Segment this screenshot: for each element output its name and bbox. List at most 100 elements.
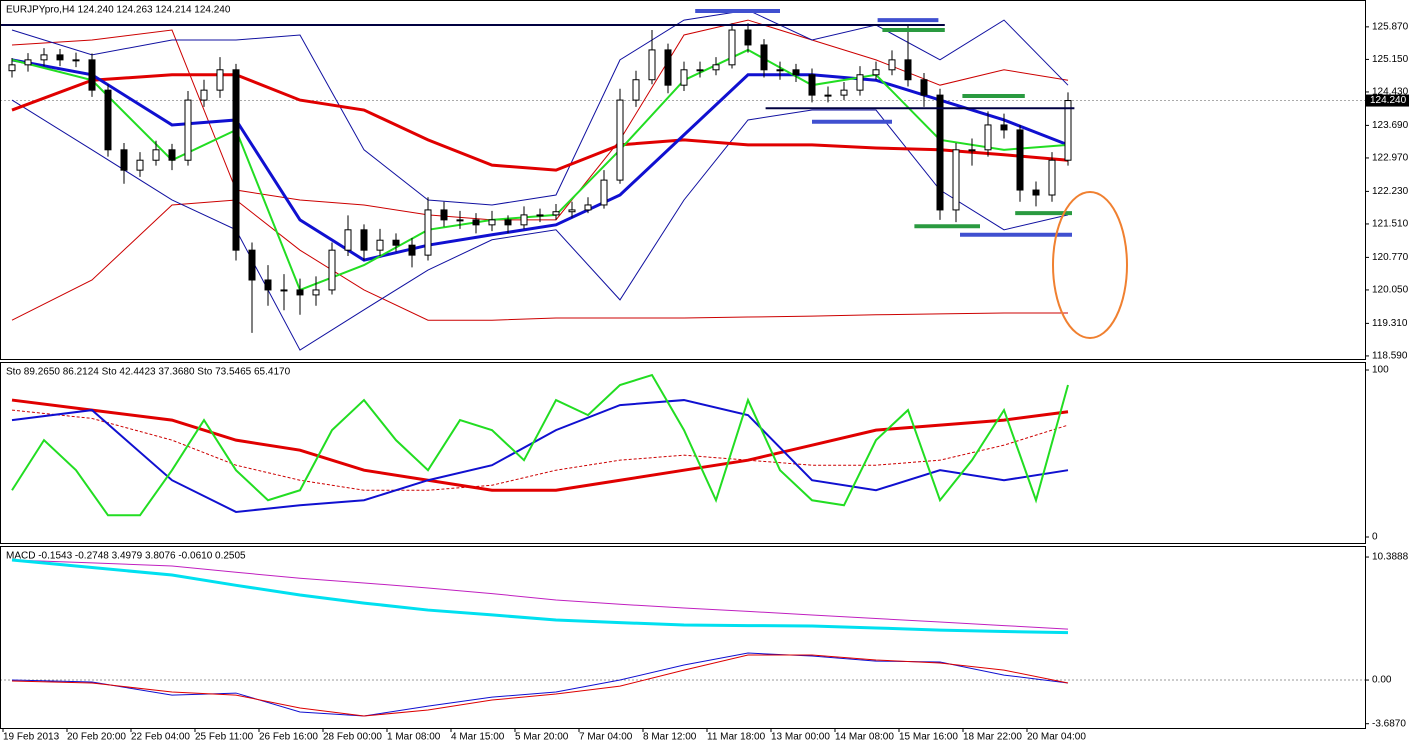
indicator-line [11,19,1069,221]
x-tick-label: 13 Mar 00:00 [771,732,830,743]
candle-body [424,209,432,256]
candle-body [712,64,720,71]
indicator-line [11,373,1069,517]
candle-body [920,79,928,96]
candle-body [232,69,240,251]
candle-body [1032,189,1040,196]
candle-body [568,209,576,213]
candle-body [72,59,80,62]
x-tick-label: 19 Feb 2013 [3,732,60,743]
candle-body [280,289,288,292]
current-price-label: 124.240 [1370,95,1407,106]
axes: 125.870 125.150 124.430 123.690 122.970 122.2… [2,22,1409,743]
candle-body [600,179,608,206]
candle-body [40,54,48,61]
price-header: EURJPYpro,H4 124.240 124.263 124.214 124… [6,5,231,16]
candle-body [872,69,880,76]
stochastic-plot [11,373,1069,517]
candle-body [1000,124,1008,131]
candle-body [744,29,752,46]
candle-body [696,69,704,72]
candle-body [808,74,816,96]
candle-body [216,69,224,91]
candle-body [184,99,192,161]
candle-body [248,249,256,281]
price-pane [0,0,1366,360]
y-tick-label: 122.230 [1372,186,1409,197]
candle-body [936,94,944,211]
macd-header: MACD -0.1543 -0.2748 3.4979 3.8076 -0.06… [6,551,246,562]
indicator-line [11,399,1069,513]
y-tick-label: 100 [1372,365,1389,376]
x-tick-label: 20 Feb 20:00 [67,732,126,743]
x-tick-label: 1 Mar 08:00 [387,732,441,743]
x-tick-label: 25 Feb 11:00 [195,732,254,743]
candle-body [1016,129,1024,191]
x-tick-label: 28 Feb 00:00 [323,732,382,743]
y-tick-label: 10.3888 [1372,552,1409,563]
candle-body [88,59,96,91]
candle-body [536,214,544,217]
candle-body [360,229,368,251]
indicator-line [11,9,1069,206]
candle-body [168,149,176,161]
x-tick-label: 18 Mar 22:00 [963,732,1022,743]
indicator-line [11,99,1069,351]
candle-body [392,239,400,246]
x-tick-label: 4 Mar 15:00 [451,732,505,743]
candle-body [968,149,976,152]
candle-body [56,54,64,61]
indicator-line [11,398,1069,492]
indicator-line [11,559,1069,630]
candle-body [296,289,304,296]
y-tick-label: 119.310 [1372,318,1408,329]
candle-body [8,64,16,72]
candle-body [760,44,768,71]
candle-body [616,99,624,181]
x-tick-label: 26 Feb 16:00 [259,732,318,743]
x-tick-label: 15 Mar 16:00 [899,732,958,743]
candle-body [104,89,112,151]
y-tick-label: 118.590 [1372,351,1408,362]
candle-body [680,69,688,86]
y-tick-label: 0.00 [1372,675,1392,686]
candle-body [344,229,352,251]
y-tick-label: 120.050 [1372,285,1409,296]
x-tick-label: 11 Mar 18:00 [707,732,766,743]
candle-body [120,149,128,171]
stochastic-header: Sto 89.2650 86.2124 Sto 42.4423 37.3680 … [6,367,291,378]
candle-body [152,149,160,161]
y-tick-label: 125.150 [1372,54,1409,65]
candle-body [984,124,992,151]
y-tick-label: 0 [1372,532,1378,543]
macd-pane [0,546,1366,729]
candle-body [408,244,416,256]
candle-body [856,74,864,91]
x-tick-label: 22 Feb 04:00 [131,732,190,743]
candle-body [376,239,384,251]
macd-plot [1,558,1365,717]
candle-body [888,59,896,71]
candle-body [632,79,640,101]
x-tick-label: 14 Mar 08:00 [835,732,894,743]
candle-body [456,219,464,222]
candle-body [648,49,656,81]
indicator-line [11,558,1069,635]
y-tick-label: 125.870 [1372,22,1409,33]
indicator-line [11,73,1069,172]
candle-body [472,219,480,226]
x-tick-label: 5 Mar 20:00 [515,732,569,743]
candle-body [264,279,272,291]
candle-body [200,89,208,101]
highlight-ellipse [1052,191,1128,339]
indicator-line [11,58,1069,262]
x-tick-label: 8 Mar 12:00 [643,732,697,743]
candle-body [24,59,32,66]
y-tick-label: -3.6870 [1372,718,1406,729]
candle-body [504,219,512,226]
y-tick-label: 122.970 [1372,153,1409,164]
y-tick-label: 120.770 [1372,252,1409,263]
indicator-line [11,409,1069,491]
candle-body [904,59,912,81]
